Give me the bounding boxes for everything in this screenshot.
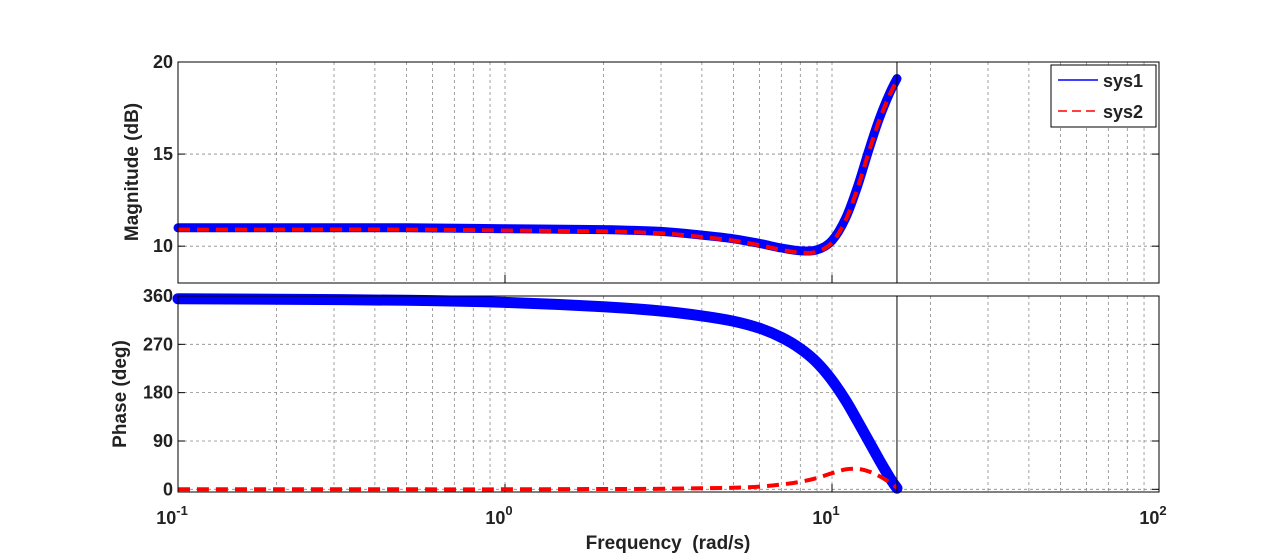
phase-line-sys2 [177,466,899,492]
magnitude-grid [178,62,1159,283]
phase-line-sys1 [172,293,903,494]
y-tick-label: 15 [153,144,173,164]
phase-series [172,293,903,494]
phase-plot: 0 90 180 270 360 10-1 100 101 102 Phase (deg) F… [110,275,1167,553]
y-tick-label: 10 [153,236,173,256]
phase-y-axis-label: Phase (deg) [110,340,131,448]
legend-label-sys2: sys2 [1103,102,1143,122]
phase-y-ticks: 0 90 180 270 360 [143,286,1159,499]
x-axis-label: Frequency (rad/s) [586,533,751,553]
y-tick-label: 90 [153,431,173,451]
y-tick-label: 270 [143,334,173,354]
magnitude-axes-frame [177,61,1160,284]
x-tick-label: 102 [1139,503,1166,528]
magnitude-series [173,74,902,256]
legend: sys1 sys2 [1050,64,1157,128]
x-tick-label: 10-1 [156,503,188,528]
y-tick-label: 0 [163,479,173,499]
x-tick-label: 100 [485,503,512,528]
legend-box [1050,64,1157,128]
magnitude-axes-border [177,61,1160,284]
legend-label-sys1: sys1 [1103,71,1143,91]
y-tick-label: 20 [153,52,173,72]
x-tick-label: 101 [812,503,839,528]
magnitude-y-ticks: 10 15 20 [153,52,1159,256]
y-tick-label: 180 [143,383,173,403]
phase-x-ticks: 10-1 100 101 102 [156,275,1167,528]
phase-axes-frame [177,295,1160,493]
y-tick-label: 360 [143,286,173,306]
magnitude-line-sys2 [177,79,899,255]
magnitude-plot: 10 15 20 Magnitude (dB) [122,52,1160,284]
magnitude-y-axis-label: Magnitude (dB) [122,103,143,241]
phase-axes-border [177,295,1160,493]
